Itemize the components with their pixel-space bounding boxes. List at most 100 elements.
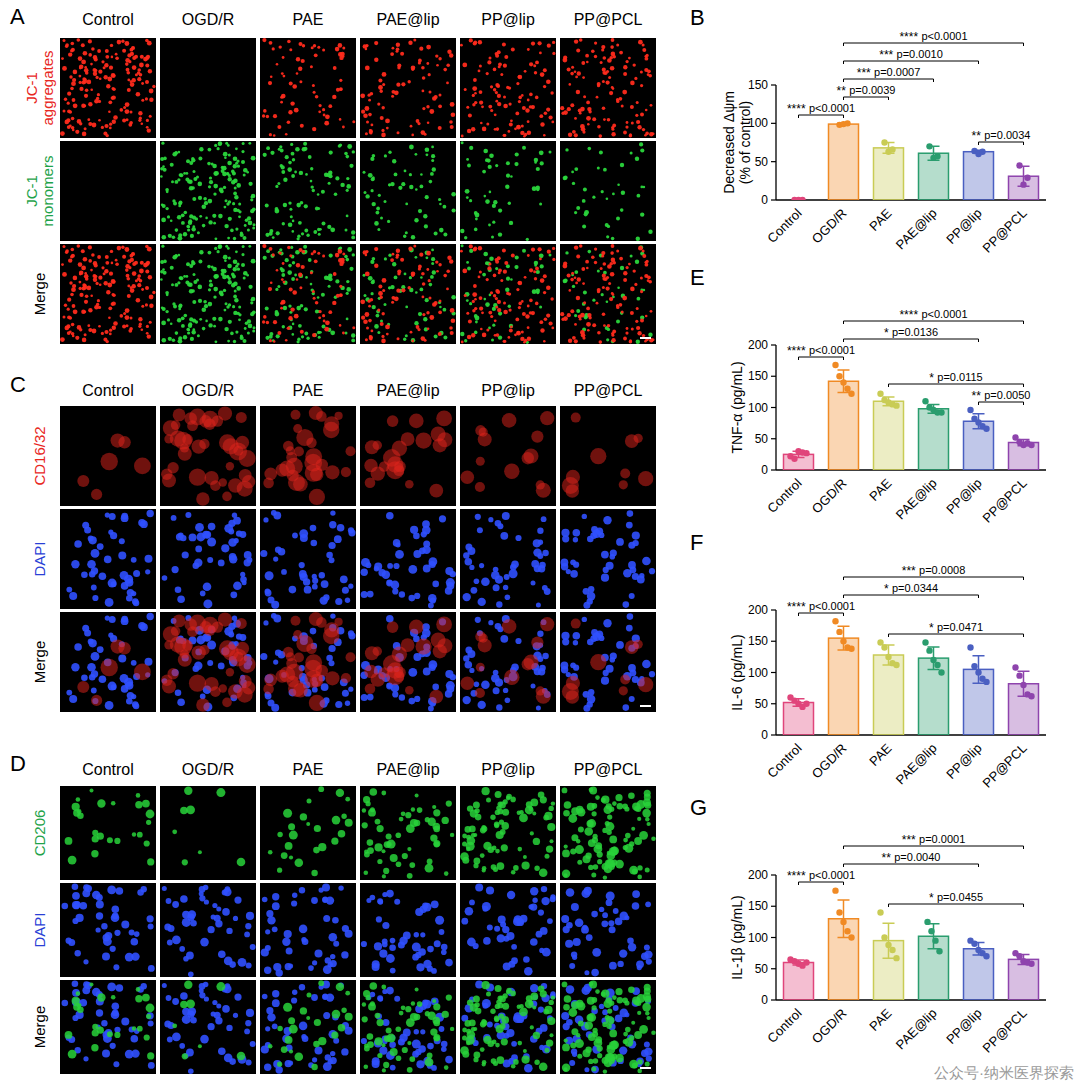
column-header: PP@lip: [481, 382, 535, 399]
cell-dot: [607, 225, 610, 228]
cell-dot: [487, 266, 491, 270]
cell-dot: [92, 123, 97, 128]
cell-dot: [498, 65, 501, 68]
cell-dot: [217, 250, 220, 253]
cell-dot: [469, 244, 473, 248]
cell-dot: [365, 106, 370, 111]
cell-dot: [82, 338, 87, 343]
cell-dot: [178, 254, 181, 257]
cell-dot: [172, 199, 175, 202]
cell-dot: [127, 53, 131, 57]
cell-dot: [179, 276, 183, 280]
cell-dot: [276, 63, 279, 66]
cell-dot: [638, 40, 643, 45]
cell-dot: [439, 300, 442, 303]
cell-dot: [535, 96, 539, 100]
cell-dot: [198, 157, 202, 161]
panel-letter: C: [10, 372, 26, 397]
cell-dot: [438, 263, 441, 266]
cell-dot: [415, 291, 418, 294]
cell-dot: [184, 314, 188, 318]
cell-dot: [311, 185, 314, 188]
cell-dot: [508, 202, 511, 205]
cell-dot: [576, 90, 580, 94]
cell-dot: [377, 228, 380, 231]
cell-dot: [213, 274, 218, 279]
cell-dot: [511, 253, 515, 257]
cell-dot: [404, 273, 407, 276]
cell-dot: [597, 331, 601, 335]
cell-dot: [235, 331, 238, 334]
cell-dot: [446, 288, 449, 291]
cell-dot: [313, 230, 317, 234]
cell-dot: [489, 57, 492, 60]
cell-dot: [198, 260, 202, 264]
cell-dot: [421, 336, 426, 341]
cell-dot: [125, 268, 129, 272]
cell-dot: [327, 225, 331, 229]
cell-dot: [425, 147, 430, 152]
cell-dot: [635, 260, 639, 264]
cell-dot: [317, 252, 320, 255]
cell-dot: [490, 291, 493, 294]
cell-dot: [292, 261, 295, 264]
cell-dot: [418, 209, 422, 213]
cell-dot: [73, 309, 78, 314]
cell-dot: [233, 192, 237, 196]
cell-dot: [112, 326, 116, 330]
cell-dot: [145, 270, 149, 274]
cell-dot: [490, 315, 493, 318]
cell-dot: [300, 330, 304, 334]
cell-dot: [236, 286, 241, 291]
cell-dot: [387, 220, 390, 223]
cell-dot: [495, 164, 498, 167]
column-header: PAE: [293, 11, 324, 28]
cell-dot: [434, 232, 438, 236]
cell-dot: [527, 48, 530, 51]
cell-dot: [218, 317, 223, 322]
row-label: JC-1monomers: [23, 156, 56, 227]
cell-dot: [304, 229, 308, 233]
cell-dot: [104, 124, 108, 128]
cell-dot: [207, 162, 211, 166]
cell-dot: [527, 120, 530, 123]
cell-dot: [138, 111, 142, 115]
cell-dot: [81, 60, 86, 65]
cell-dot: [227, 161, 232, 166]
cell-dot: [415, 153, 418, 156]
cell-dot: [408, 80, 411, 83]
column-header: PAE@lip: [376, 11, 439, 28]
cell-dot: [471, 127, 475, 131]
cell-dot: [538, 41, 542, 45]
cell-dot: [374, 247, 378, 251]
cell-dot: [67, 102, 70, 105]
cell-dot: [518, 281, 523, 286]
cell-dot: [472, 103, 475, 106]
cell-dot: [461, 341, 464, 344]
cell-dot: [401, 82, 405, 86]
cell-dot: [90, 63, 93, 66]
cell-dot: [283, 178, 287, 182]
cell-dot: [81, 266, 86, 271]
cell-dot: [249, 182, 253, 186]
cell-dot: [238, 215, 241, 218]
cell-dot: [305, 276, 308, 279]
cell-dot: [521, 94, 524, 97]
cell-dot: [525, 314, 529, 318]
cell-dot: [550, 297, 553, 300]
cell-dot: [67, 315, 71, 319]
cell-dot: [141, 122, 144, 125]
cell-dot: [422, 282, 426, 286]
cell-dot: [484, 298, 487, 301]
cell-dot: [79, 75, 82, 78]
cell-dot: [413, 244, 416, 247]
cell-dot: [208, 251, 212, 255]
cell-dot: [88, 39, 92, 43]
cell-dot: [394, 173, 398, 177]
cell-dot: [577, 71, 581, 75]
cell-dot: [603, 56, 607, 60]
cell-dot: [489, 191, 492, 194]
cell-dot: [198, 299, 202, 303]
cell-dot: [607, 58, 612, 63]
cell-dot: [587, 329, 590, 332]
